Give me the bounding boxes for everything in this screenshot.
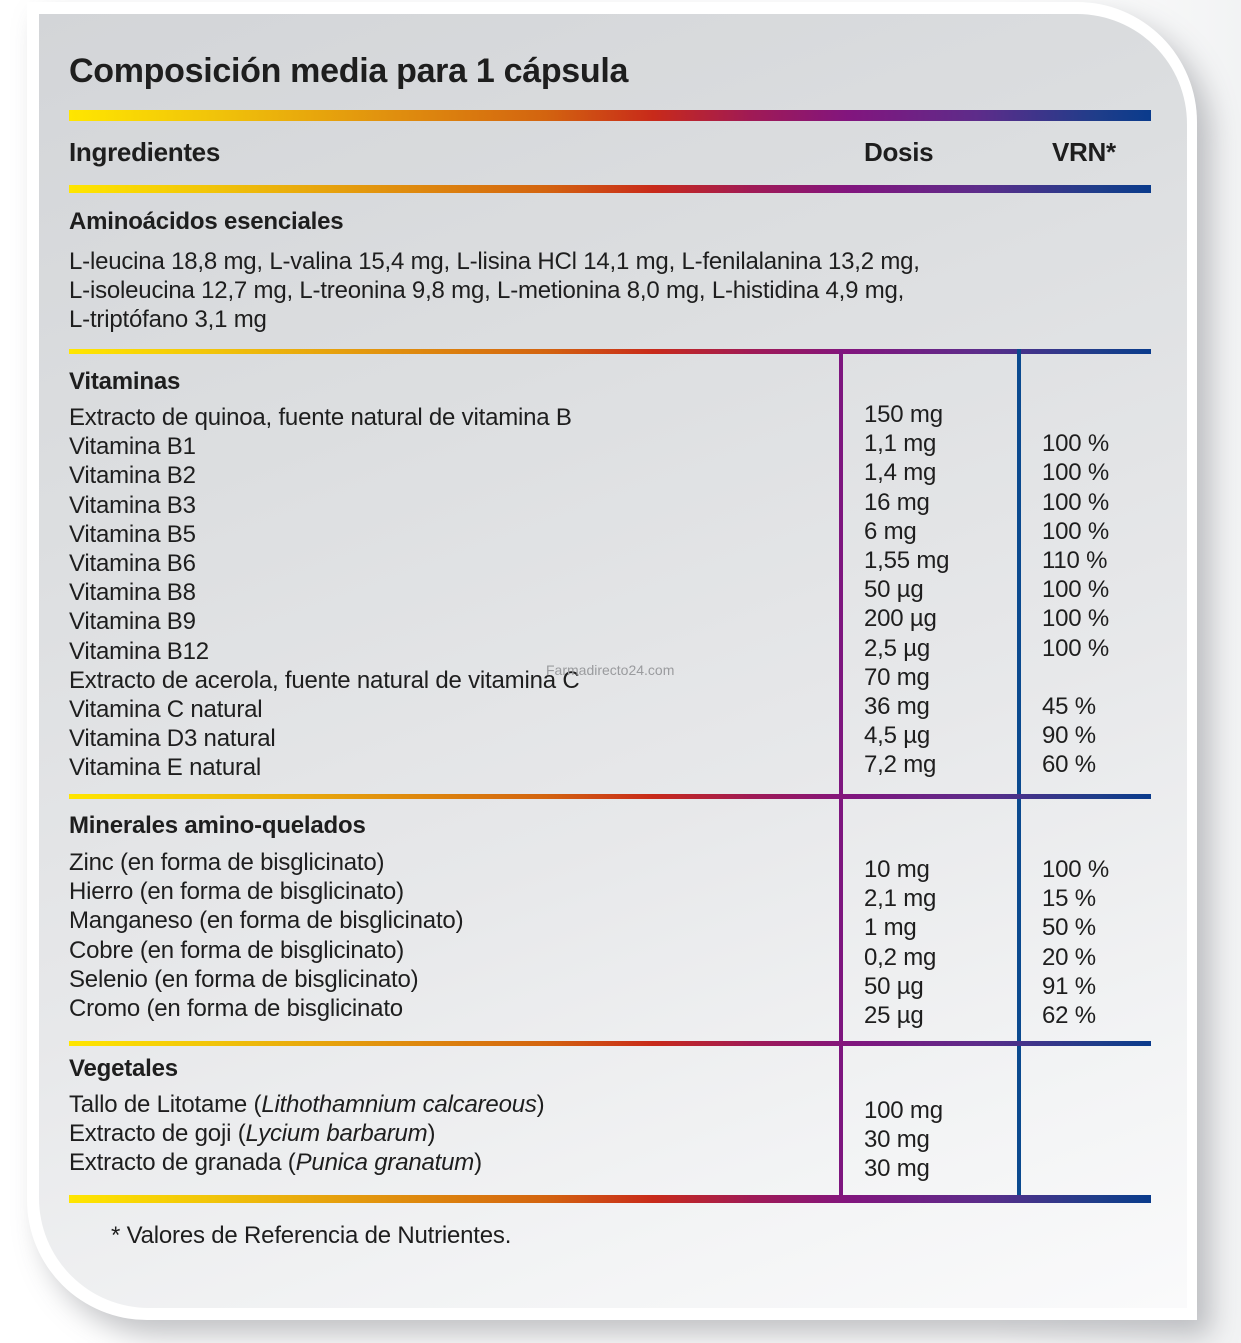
vegetal-name: Tallo de Litotame (Lithothamnium calcare…	[69, 1091, 545, 1118]
vitamina-vrn: 60 %	[1042, 751, 1096, 779]
mineral-vrn: 15 %	[1042, 885, 1096, 913]
vitamina-dosis: 16 mg	[864, 488, 930, 516]
vitamina-dosis: 2,5 µg	[864, 634, 931, 662]
vitamina-name: Extracto de quinoa, fuente natural de vi…	[69, 404, 572, 431]
vrn-column-line	[1017, 349, 1021, 1199]
vitamina-name: Vitamina D3 natural	[69, 725, 276, 753]
vitamina-name: Extracto de acerola, fuente natural de v…	[69, 666, 580, 694]
vitamina-dosis: 50 µg	[864, 576, 924, 604]
vitamina-vrn: 100 %	[1042, 517, 1110, 545]
vitamina-dosis: 1,1 mg	[864, 430, 937, 458]
mineral-vrn: 100 %	[1042, 856, 1110, 883]
vitamina-vrn: 45 %	[1042, 692, 1096, 720]
vegetal-name: Extracto de goji (Lycium barbarum)	[69, 1120, 436, 1148]
minerales-dosis: 10 mg 2,1 mg 1 mg 0,2 mg 50 µg 25 µg	[864, 855, 936, 1030]
vitaminas-divider	[69, 794, 1151, 799]
header-dosis: Dosis	[864, 137, 934, 167]
vitamina-name: Vitamina B8	[69, 579, 196, 607]
vitamina-name: Vitamina B9	[69, 608, 196, 636]
vitamina-vrn	[1042, 400, 1109, 429]
vitamina-vrn: 110 %	[1042, 546, 1108, 574]
aminoacidos-line: L-isoleucina 12,7 mg, L-treonina 9,8 mg,…	[69, 277, 905, 305]
bottom-divider	[69, 1195, 1151, 1203]
vitaminas-names: Extracto de quinoa, fuente natural de vi…	[69, 403, 580, 782]
vitamina-dosis: 7,2 mg	[864, 751, 937, 779]
vitamina-vrn: 100 %	[1042, 605, 1110, 633]
mineral-vrn: 50 %	[1042, 914, 1096, 942]
composition-panel	[39, 14, 1187, 1308]
vitamina-vrn: 100 %	[1042, 488, 1110, 516]
vitamina-dosis: 1,55 mg	[864, 546, 950, 574]
header-divider	[69, 185, 1151, 193]
vitamina-dosis: 200 µg	[864, 605, 937, 633]
section-title-minerales: Minerales amino-quelados	[69, 812, 366, 839]
mineral-vrn: 20 %	[1042, 943, 1096, 971]
minerales-vrn: 100 % 15 % 50 % 20 % 91 % 62 %	[1042, 855, 1109, 1030]
mineral-name: Cobre (en forma de bisglicinato)	[69, 936, 405, 964]
watermark: Farmadirecto24.com	[546, 662, 675, 678]
vegetales-names: Tallo de Litotame (Lithothamnium calcare…	[69, 1090, 545, 1178]
vitamina-name: Vitamina C natural	[69, 695, 263, 723]
page-title: Composición media para 1 cápsula	[69, 52, 629, 90]
vitamina-dosis: 1,4 mg	[864, 459, 937, 487]
mineral-dosis: 50 µg	[864, 972, 924, 1000]
latin-name: Lithothamnium calcareous	[261, 1091, 537, 1118]
aminoacidos-divider	[69, 349, 1151, 354]
vitamina-name: Vitamina B1	[69, 433, 196, 461]
mineral-dosis: 25 µg	[864, 1001, 924, 1029]
mineral-name: Manganeso (en forma de bisglicinato)	[69, 907, 464, 935]
vitamina-vrn: 90 %	[1042, 722, 1096, 750]
mineral-vrn: 62 %	[1042, 1001, 1096, 1029]
vitamina-name: Vitamina B3	[69, 491, 196, 519]
vitamina-vrn: 100 %	[1042, 634, 1110, 662]
aminoacidos-line: L-triptófano 3,1 mg	[69, 306, 267, 334]
mineral-dosis: 0,2 mg	[864, 943, 937, 971]
latin-name: Punica granatum	[295, 1149, 475, 1177]
vitamina-name: Vitamina B5	[69, 520, 196, 548]
vitamina-vrn: 100 %	[1042, 576, 1110, 604]
aminoacidos-line: L-leucina 18,8 mg, L-valina 15,4 mg, L-l…	[69, 248, 920, 275]
vegetal-name: Extracto de granada (Punica granatum)	[69, 1149, 482, 1177]
dosis-column-line	[839, 349, 843, 1199]
vitamina-dosis: 70 mg	[864, 663, 930, 691]
title-divider	[69, 110, 1151, 121]
section-title-vitaminas: Vitaminas	[69, 368, 181, 395]
section-title-vegetales: Vegetales	[69, 1055, 178, 1082]
mineral-dosis: 1 mg	[864, 914, 917, 942]
vitamina-name: Vitamina E natural	[69, 754, 262, 782]
vitamina-vrn: 100 %	[1042, 459, 1110, 487]
vitaminas-vrn: 100 % 100 % 100 % 100 % 110 % 100 % 100 …	[1042, 400, 1109, 779]
mineral-name: Hierro (en forma de bisglicinato)	[69, 878, 404, 906]
minerales-divider	[69, 1041, 1151, 1046]
mineral-name: Cromo (en forma de bisglicinato	[69, 994, 403, 1022]
vitamina-dosis: 36 mg	[864, 692, 930, 720]
mineral-name: Selenio (en forma de bisglicinato)	[69, 965, 419, 993]
vitamina-name: Vitamina B12	[69, 637, 209, 665]
vitamina-name: Vitamina B2	[69, 462, 196, 490]
vitaminas-dosis: 150 mg 1,1 mg 1,4 mg 16 mg 6 mg 1,55 mg …	[864, 400, 950, 779]
section-title-aminoacidos: Aminoácidos esenciales	[69, 208, 344, 235]
vegetal-dosis: 30 mg	[864, 1155, 930, 1183]
footnote: * Valores de Referencia de Nutrientes.	[111, 1222, 512, 1249]
vitamina-dosis: 4,5 µg	[864, 722, 931, 750]
latin-name: Lycium barbarum	[245, 1120, 428, 1148]
aminoacidos-list: L-leucina 18,8 mg, L-valina 15,4 mg, L-l…	[69, 247, 920, 335]
vitamina-dosis: 6 mg	[864, 517, 917, 545]
header-vrn: VRN*	[1052, 137, 1116, 167]
vitamina-vrn: 100 %	[1042, 430, 1110, 458]
vitamina-vrn	[1042, 663, 1109, 692]
mineral-name: Zinc (en forma de bisglicinato)	[69, 849, 385, 876]
vegetales-dosis: 100 mg 30 mg 30 mg	[864, 1096, 943, 1184]
minerales-names: Zinc (en forma de bisglicinato) Hierro (…	[69, 848, 464, 1023]
vitamina-name: Vitamina B6	[69, 549, 196, 577]
vegetal-dosis: 100 mg	[864, 1097, 943, 1124]
header-ingredientes: Ingredientes	[69, 137, 220, 167]
vitamina-dosis: 150 mg	[864, 401, 943, 428]
mineral-dosis: 10 mg	[864, 856, 930, 883]
mineral-vrn: 91 %	[1042, 972, 1096, 1000]
mineral-dosis: 2,1 mg	[864, 885, 937, 913]
vegetal-dosis: 30 mg	[864, 1126, 930, 1154]
